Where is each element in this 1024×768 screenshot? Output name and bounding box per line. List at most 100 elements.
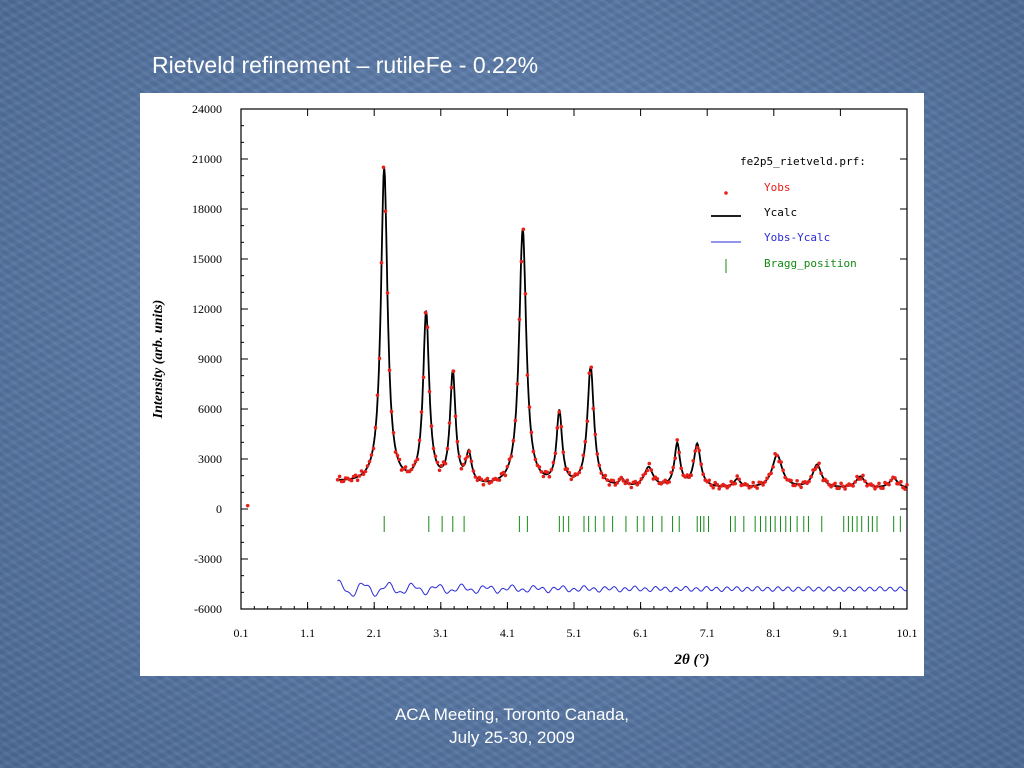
yobs-point <box>837 486 841 491</box>
x-axis-label: 2θ (°) <box>673 652 709 668</box>
yobs-point <box>533 457 538 462</box>
yobs-point <box>445 446 450 451</box>
yobs-point <box>581 453 586 458</box>
yobs-point <box>903 487 907 491</box>
rietveld-chart: 24000 21000 18000 15000 12000 9000 6000 3000 0 -3… <box>151 102 918 668</box>
yobs-point <box>539 470 544 474</box>
yobs-point <box>751 480 755 485</box>
yobs-point <box>871 483 875 488</box>
yobs-point <box>519 259 524 264</box>
yobs-point <box>615 481 620 485</box>
yobs-point <box>415 457 420 462</box>
yobs-point <box>429 424 434 428</box>
yobs-point <box>877 481 881 486</box>
y-tick-label: 24000 <box>192 102 222 116</box>
yobs-point <box>423 310 428 315</box>
slide-footer: ACA Meeting, Toronto Canada, July 25-30,… <box>0 703 1024 749</box>
yobs-point <box>779 460 783 464</box>
yobs-point <box>639 477 644 481</box>
y-tick-label: 18000 <box>192 202 222 216</box>
x-tick-label: 8.1 <box>766 626 781 640</box>
yobs-point <box>889 478 893 483</box>
yobs-point <box>621 478 626 483</box>
yobs-point <box>611 478 616 483</box>
yobs-point <box>497 478 502 482</box>
yobs-point <box>565 467 570 471</box>
legend-file-label: fe2p5_rietveld.prf: <box>740 155 866 168</box>
yobs-point <box>475 478 480 483</box>
yobs-point <box>531 449 536 454</box>
yobs-point <box>863 479 867 484</box>
yobs-point <box>623 481 628 486</box>
yobs-point <box>701 472 705 477</box>
yobs-point <box>843 487 847 491</box>
yobs-point <box>855 474 859 479</box>
yobs-point <box>381 165 386 170</box>
yobs-point <box>517 317 522 322</box>
yobs-point <box>431 446 436 451</box>
yobs-point <box>397 457 402 462</box>
yobs-point <box>671 465 675 470</box>
yobs-point <box>549 468 554 472</box>
yobs-point <box>833 481 837 486</box>
yobs-point <box>385 291 390 295</box>
yobs-point <box>887 482 891 487</box>
yobs-point <box>437 468 442 473</box>
yobs-point <box>419 410 424 414</box>
footer-line-2: July 25-30, 2009 <box>449 728 575 747</box>
x-tick-label: 5.1 <box>567 626 582 640</box>
yobs-point <box>881 486 885 491</box>
yobs-point <box>395 453 400 458</box>
yobs-point <box>607 483 612 487</box>
yobs-point <box>899 479 903 484</box>
yobs-point <box>679 466 683 471</box>
yobs-point <box>561 450 566 455</box>
yobs-point <box>809 474 813 479</box>
yobs-point <box>749 484 753 489</box>
yobs-point <box>667 480 671 484</box>
yobs-point <box>427 389 432 394</box>
yobs-point <box>449 385 454 390</box>
yobs-point <box>365 464 370 468</box>
yobs-point <box>841 484 845 489</box>
yobs-point <box>695 445 699 450</box>
yobs-point <box>411 463 416 468</box>
y-tick-label: 21000 <box>192 152 222 166</box>
yobs-point <box>813 467 817 472</box>
yobs-point <box>673 456 677 461</box>
y-tick-label: 15000 <box>192 252 222 266</box>
yobs-point <box>417 438 422 443</box>
yobs-point <box>503 473 508 478</box>
yobs-point <box>839 481 843 486</box>
yobs-point <box>507 457 512 462</box>
series-ycalc-line <box>337 167 908 489</box>
yobs-point <box>691 459 695 463</box>
yobs-point <box>625 478 630 483</box>
yobs-point <box>341 479 346 484</box>
yobs-point <box>457 454 462 459</box>
yobs-point <box>699 462 703 467</box>
yobs-point <box>377 356 382 361</box>
x-tick-label: 7.1 <box>700 626 715 640</box>
yobs-point <box>781 468 785 473</box>
yobs-point <box>393 450 398 454</box>
yobs-point <box>337 474 342 479</box>
yobs-point <box>619 475 624 480</box>
yobs-point <box>595 452 600 456</box>
yobs-point <box>593 432 598 437</box>
yobs-point <box>553 451 558 456</box>
x-tick-label: 4.1 <box>500 626 515 640</box>
yobs-point <box>433 454 438 459</box>
yobs-point <box>245 503 250 508</box>
yobs-point <box>569 477 574 482</box>
yobs-point <box>383 209 388 214</box>
yobs-point <box>469 459 474 464</box>
yobs-point <box>387 368 392 373</box>
x-tick-label: 6.1 <box>633 626 648 640</box>
series-yobs-ycalc-line <box>337 579 908 597</box>
yobs-point <box>603 473 608 478</box>
legend-bragg-label: Bragg_position <box>764 257 857 270</box>
yobs-point <box>537 465 542 469</box>
yobs-point <box>709 483 713 488</box>
yobs-point <box>545 470 550 475</box>
